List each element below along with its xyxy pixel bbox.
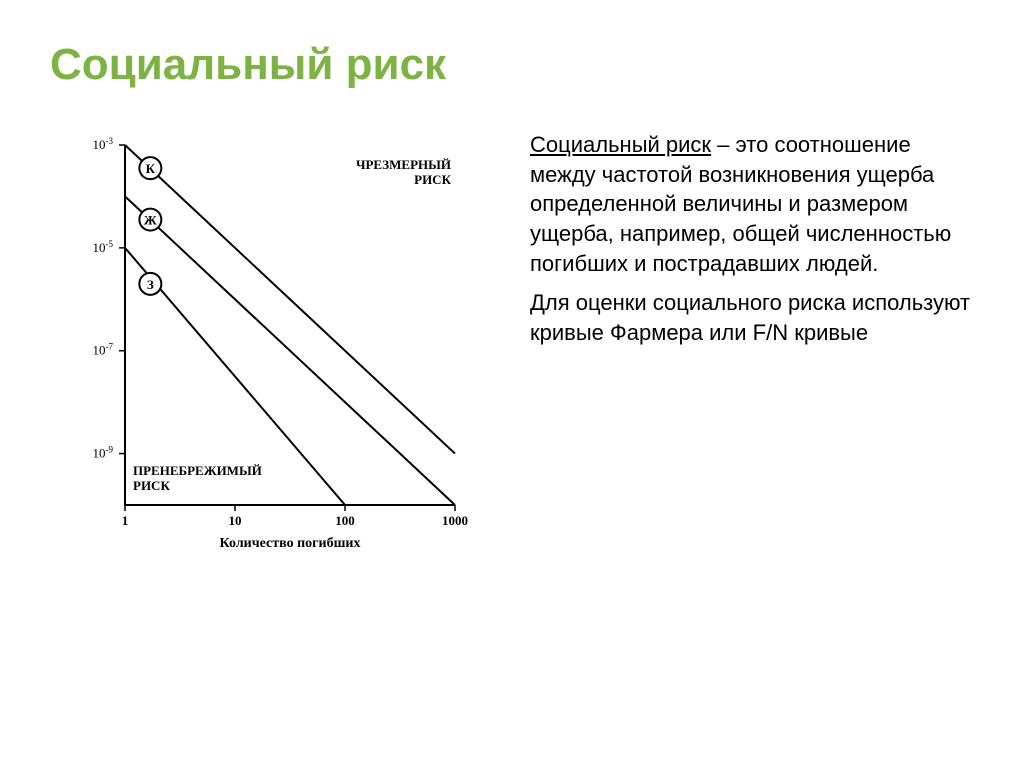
svg-text:ЧРЕЗМЕРНЫЙ: ЧРЕЗМЕРНЫЙ (356, 157, 451, 172)
svg-text:РИСК: РИСК (414, 172, 451, 187)
description-p2: Для оценки социального риска используют … (530, 288, 974, 347)
svg-text:10-9: 10-9 (93, 445, 114, 461)
svg-text:100: 100 (335, 513, 355, 528)
svg-text:10-5: 10-5 (93, 239, 114, 255)
page-title: Социальный риск (50, 40, 974, 90)
svg-text:З: З (147, 277, 154, 292)
content-row: 10-3 10-5 10-7 10-9 1 10 100 1000 Количество пог… (50, 130, 974, 570)
fn-curve-chart: 10-3 10-5 10-7 10-9 1 10 100 1000 Количество пог… (50, 130, 480, 570)
svg-text:К: К (146, 161, 156, 176)
svg-text:10-7: 10-7 (93, 342, 114, 358)
svg-text:Количество погибших: Количество погибших (220, 536, 361, 551)
description-block: Социальный риск – это соотношение между … (530, 130, 974, 570)
svg-text:10-3: 10-3 (93, 136, 114, 152)
svg-text:1000: 1000 (442, 513, 468, 528)
svg-text:10: 10 (229, 513, 242, 528)
chart-container: 10-3 10-5 10-7 10-9 1 10 100 1000 Количество пог… (50, 130, 500, 570)
svg-text:РИСК: РИСК (133, 478, 170, 493)
svg-text:1: 1 (122, 513, 129, 528)
svg-text:ПРЕНЕБРЕЖИМЫЙ: ПРЕНЕБРЕЖИМЫЙ (133, 463, 262, 478)
svg-text:Ж: Ж (144, 213, 157, 228)
description-p1: Социальный риск – это соотношение между … (530, 130, 974, 278)
term: Социальный риск (530, 132, 711, 157)
